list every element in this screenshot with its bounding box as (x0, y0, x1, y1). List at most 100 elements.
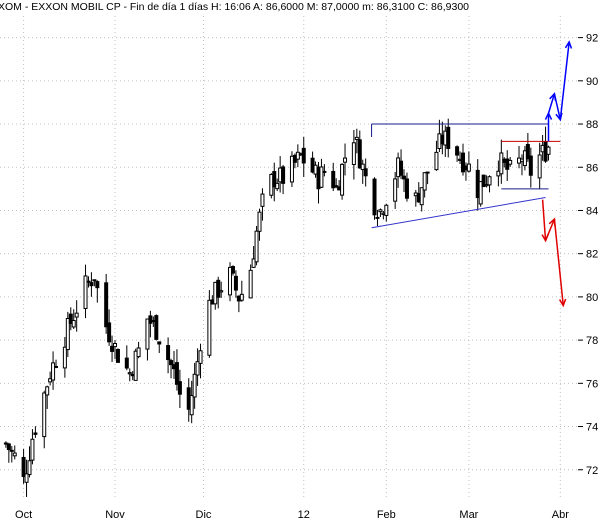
bullish-arrow-segment (547, 93, 556, 114)
candle-body (478, 181, 483, 205)
candle-body (83, 275, 88, 309)
candle-body (27, 460, 32, 476)
candle-body (9, 449, 14, 452)
candle-body (192, 373, 197, 398)
candle-body (166, 345, 171, 361)
candle-body (399, 160, 404, 176)
candle-body (375, 216, 380, 219)
candle-body (110, 345, 115, 352)
candle-body (219, 290, 224, 293)
candle-body (508, 159, 513, 165)
candle-body (24, 473, 29, 483)
x-tick-label: Mar (459, 509, 478, 520)
candle-body (54, 365, 59, 368)
candle-body (68, 313, 73, 325)
y-axis: 72 74 76 78 80 82 84 86 88 90 92 (578, 33, 598, 477)
bearish-arrow-head (558, 298, 567, 308)
candle-body (157, 341, 162, 345)
candle-body (272, 171, 277, 188)
candle-body (169, 360, 174, 366)
candle-body (104, 282, 109, 328)
candle-body (127, 372, 132, 375)
bearish-arrow-segment (541, 199, 547, 241)
candle-body (481, 174, 486, 188)
candle-body (124, 357, 129, 369)
x-tick-label: Oct (15, 509, 32, 520)
candle-body (425, 171, 430, 174)
x-tick-label: 12 (298, 509, 310, 520)
candle-body (86, 280, 91, 283)
candle-body (230, 266, 235, 274)
y-tick-label: 90 (586, 76, 598, 88)
candle-body (95, 281, 100, 289)
candle-body (402, 175, 407, 180)
candle-body (207, 299, 212, 356)
x-tick-label: Dic (196, 509, 212, 520)
candle-body (281, 166, 286, 184)
candle-body (275, 182, 280, 190)
candle-body (319, 166, 324, 188)
y-tick-label: 76 (586, 378, 598, 390)
candle-body (21, 456, 26, 477)
y-tick-label: 88 (586, 119, 598, 131)
candle-body (340, 163, 345, 196)
candle-body (133, 350, 138, 381)
bullish-arrow-head (564, 40, 573, 49)
grid (0, 16, 578, 500)
candle-body (289, 155, 294, 183)
candle-body (331, 170, 336, 189)
candle-body (42, 392, 47, 438)
candle-body (45, 386, 50, 396)
y-tick-label: 72 (586, 465, 598, 477)
candle-body (372, 178, 377, 216)
candle-body (71, 320, 76, 328)
candle-body (295, 151, 300, 160)
annotations (371, 40, 573, 308)
candle-body (198, 350, 203, 364)
candle-body (384, 204, 389, 216)
chart-header: XOM - EXXON MOBIL CP - Fin de día 1 días… (0, 1, 469, 13)
x-tick-label: Abr (552, 509, 569, 520)
candle-body (455, 146, 460, 156)
candle-body (487, 176, 492, 186)
candle-body (6, 443, 11, 450)
candle-body (301, 147, 306, 164)
candle-body (154, 315, 159, 340)
candle-body (148, 315, 153, 324)
candle-body (363, 168, 368, 177)
candle-body (177, 381, 182, 395)
candle-body (51, 362, 56, 381)
candle-body (62, 346, 67, 369)
candle-body (115, 348, 120, 363)
bearish-arrow-segment (553, 219, 565, 306)
candle-body (92, 279, 97, 282)
candle-body (528, 155, 533, 176)
candle-body (499, 152, 504, 175)
candle-body (378, 209, 383, 213)
candle-body (466, 163, 471, 172)
candle-body (254, 230, 259, 263)
candles (3, 118, 551, 497)
bullish-arrow-segment (559, 41, 570, 120)
candle-body (354, 136, 359, 140)
y-tick-label: 92 (586, 33, 598, 45)
x-axis: Oct Nov Dic 12 Feb Mar Abr (15, 509, 569, 520)
candle-body (419, 187, 424, 206)
candle-body (357, 139, 362, 169)
x-tick-label: Nov (105, 509, 125, 520)
candle-body (12, 452, 17, 457)
candle-body (216, 279, 221, 298)
candle-body (65, 317, 70, 351)
candle-body (74, 312, 79, 318)
candle-body (174, 362, 179, 385)
candle-body (404, 178, 409, 199)
y-tick-label: 84 (586, 205, 598, 217)
candle-body (145, 318, 150, 350)
candle-body (351, 142, 356, 165)
candle-body (189, 395, 194, 416)
candle-body (89, 282, 94, 287)
candle-body (228, 266, 233, 296)
candle-body (233, 275, 238, 291)
y-tick-label: 82 (586, 249, 598, 261)
